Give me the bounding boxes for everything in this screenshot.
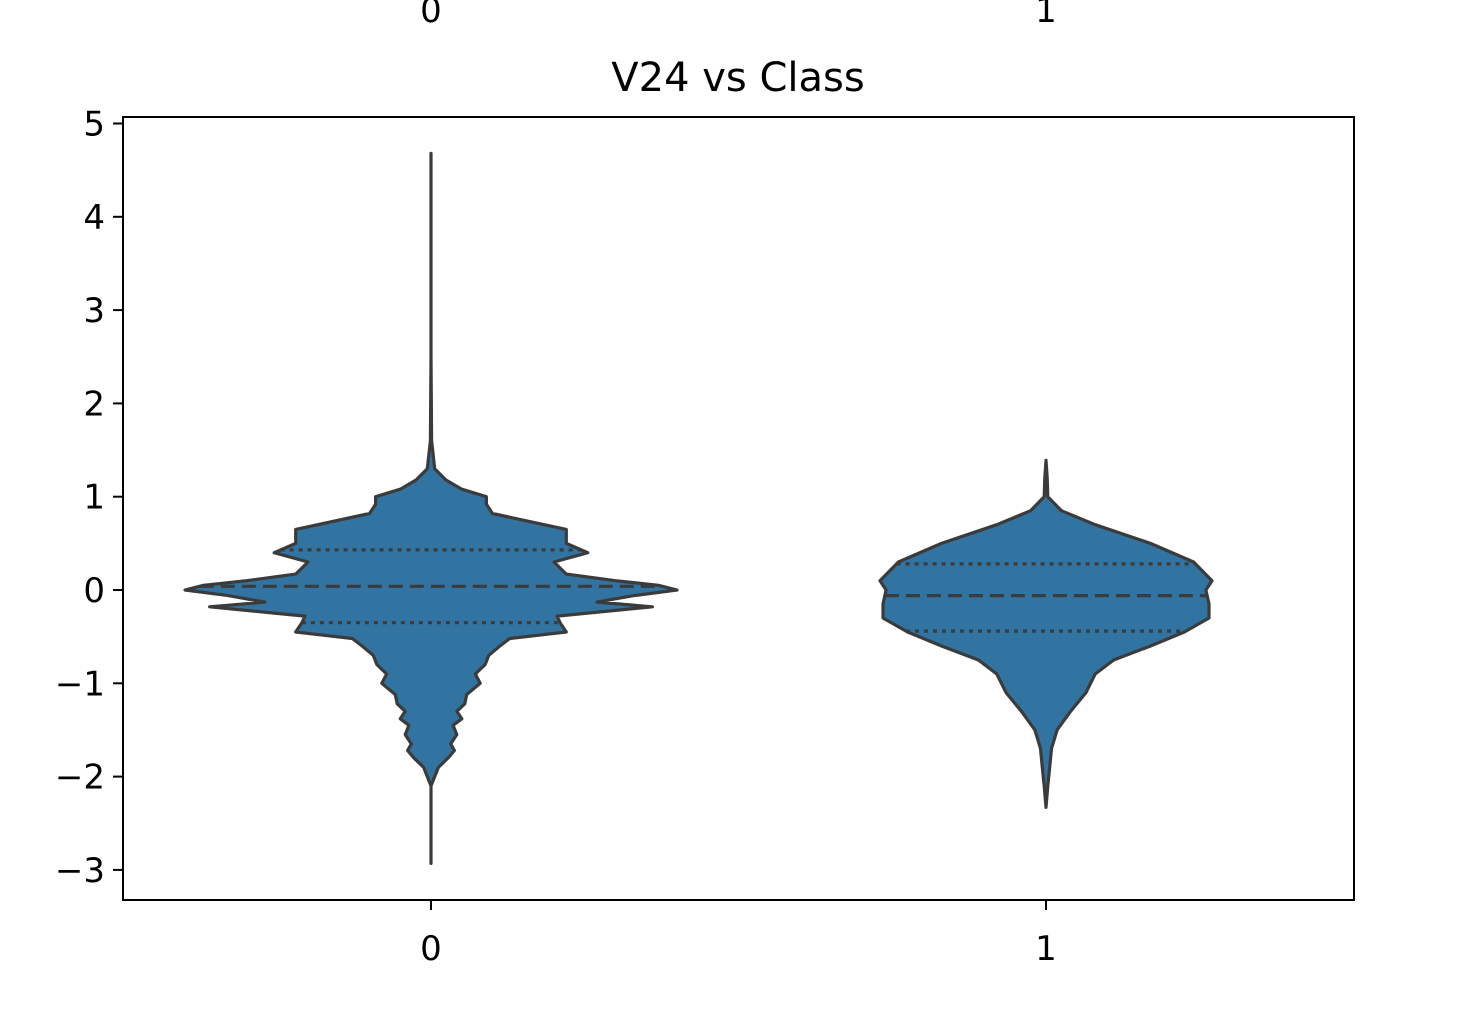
y-tick-label: 5 — [83, 105, 105, 145]
plot-frame — [122, 116, 1355, 901]
y-tick-label: 0 — [83, 571, 105, 611]
violin-body-1 — [878, 458, 1214, 809]
y-axis: −3 −2 −1 0 1 2 3 4 5 — [55, 105, 123, 891]
chart-title: V24 vs Class — [611, 55, 864, 101]
violin-1 — [878, 458, 1214, 809]
x-tick-label: 0 — [420, 929, 442, 969]
top-label: 1 — [1035, 0, 1057, 31]
x-tick-label: 1 — [1035, 929, 1057, 969]
y-tick-label: −1 — [55, 664, 105, 704]
violin-0 — [183, 151, 679, 865]
y-tick-label: 2 — [83, 384, 105, 424]
top-label: 0 — [420, 0, 442, 31]
y-tick-label: −3 — [55, 851, 105, 891]
y-tick-label: 1 — [83, 478, 105, 518]
y-tick-label: 4 — [83, 198, 105, 238]
y-tick-label: 3 — [83, 291, 105, 331]
violins — [183, 151, 1214, 865]
y-tick-label: −2 — [55, 758, 105, 798]
violin-body-0 — [183, 151, 679, 865]
